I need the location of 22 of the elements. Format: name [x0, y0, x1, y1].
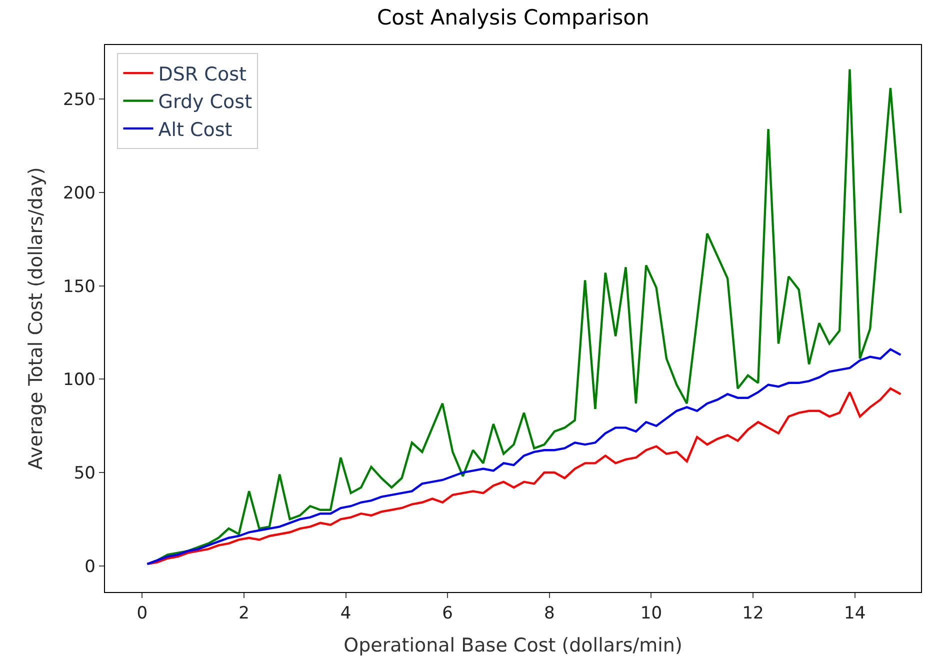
x-tick-label: 0 — [136, 604, 148, 624]
chart-title: Cost Analysis Comparison — [377, 6, 650, 30]
x-tick-label: 10 — [640, 604, 662, 624]
legend-label: Grdy Cost — [158, 91, 252, 114]
line-series — [146, 387, 902, 566]
x-tick-label: 8 — [544, 604, 555, 624]
x-axis-title: Operational Base Cost (dollars/min) — [344, 634, 682, 656]
x-tick-label: 14 — [844, 604, 866, 624]
y-tick-label: 200 — [63, 183, 96, 204]
legend-label: Alt Cost — [158, 118, 232, 141]
x-tick-label: 12 — [742, 604, 764, 624]
line-series — [146, 348, 902, 566]
y-tick-label: 50 — [74, 463, 96, 484]
y-axis-title: Average Total Cost (dollars/day) — [24, 167, 47, 470]
y-tick-label: 0 — [84, 556, 96, 577]
x-tick-label: 2 — [238, 604, 250, 624]
y-tick-label: 150 — [63, 276, 96, 297]
y-tick-label: 250 — [63, 90, 96, 110]
legend-label: DSR Cost — [158, 63, 246, 86]
x-tick-label: 6 — [442, 604, 454, 624]
x-tick-label: 4 — [340, 604, 352, 624]
y-tick-label: 100 — [63, 370, 96, 390]
